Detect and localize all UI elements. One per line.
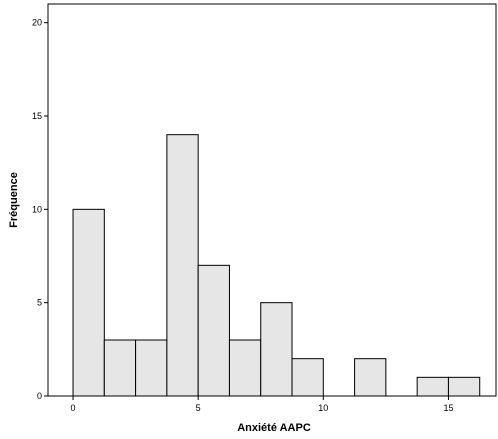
histogram-bar — [103, 339, 137, 397]
histogram-bar — [416, 376, 449, 397]
y-axis: 0 5 10 15 20 — [32, 18, 48, 401]
histogram-bar — [291, 358, 324, 397]
y-tick-label: 20 — [32, 18, 42, 28]
histogram-bar — [447, 376, 481, 397]
y-axis-title: Fréquence — [8, 172, 20, 228]
x-axis: 0 5 10 15 — [71, 396, 453, 413]
histogram-bar — [72, 208, 105, 397]
x-tick-label: 15 — [443, 403, 453, 413]
y-tick-label: 15 — [32, 111, 42, 121]
histogram-bars — [72, 134, 481, 397]
y-tick-label: 0 — [37, 391, 42, 401]
histogram-bar — [197, 264, 230, 397]
y-tick-label: 5 — [37, 298, 42, 308]
x-axis-title: Anxiété AAPC — [237, 422, 311, 434]
histogram-bar — [228, 339, 262, 397]
histogram-bar — [135, 339, 168, 397]
x-tick-label: 0 — [71, 403, 76, 413]
x-tick-label: 10 — [318, 403, 328, 413]
histogram-bar — [260, 302, 293, 397]
y-tick-label: 10 — [32, 204, 42, 214]
histogram-bar — [354, 358, 387, 397]
x-tick-label: 5 — [196, 403, 201, 413]
histogram-bar — [166, 134, 199, 397]
